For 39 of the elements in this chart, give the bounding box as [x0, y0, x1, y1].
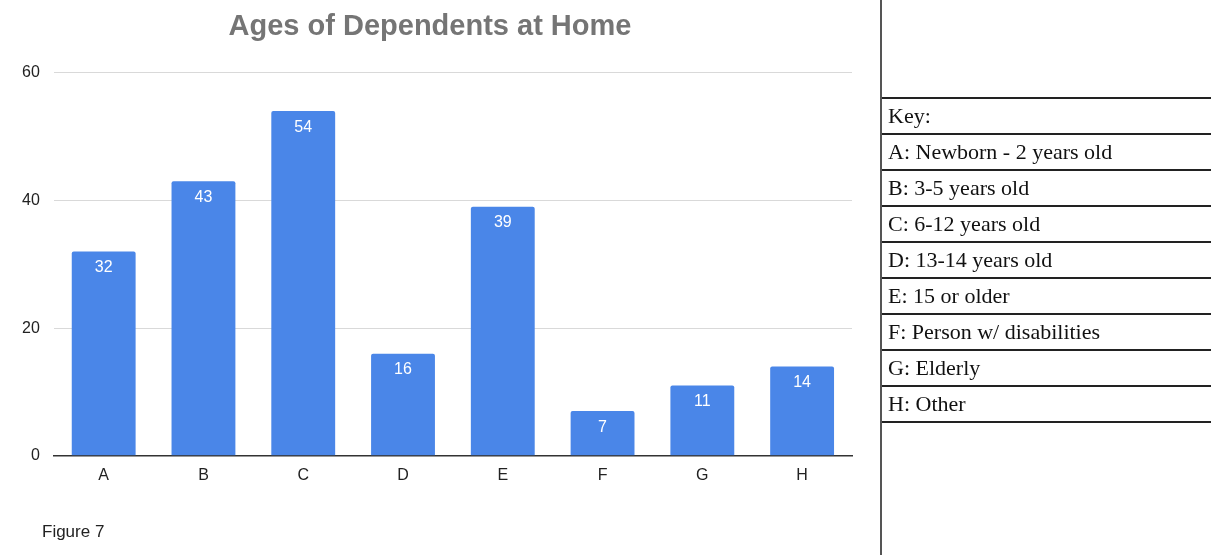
x-tick-label: F	[597, 465, 608, 483]
data-label: 43	[194, 187, 213, 205]
text: C: 6-12 years old	[882, 206, 1211, 242]
bar	[770, 366, 835, 456]
text: H: Other	[882, 386, 1211, 422]
text: A: Newborn - 2 years old	[882, 134, 1211, 170]
x-tick-label: A	[98, 465, 110, 483]
bar	[470, 206, 535, 456]
bar	[271, 111, 336, 456]
data-label: 14	[793, 372, 812, 390]
y-tick-label: 0	[30, 446, 40, 464]
chart-title: Ages of Dependents at Home	[228, 9, 632, 42]
data-label: 54	[294, 117, 313, 135]
bar	[71, 251, 136, 456]
data-label: 7	[598, 417, 608, 435]
bar	[171, 181, 236, 456]
x-tick-label: E	[497, 465, 509, 483]
x-tick-label: D	[397, 465, 409, 483]
x-tick-label: B	[198, 465, 209, 483]
text: B: 3-5 years old	[882, 170, 1211, 206]
text: F: Person w/ disabilities	[882, 314, 1211, 350]
data-label: 39	[493, 213, 512, 231]
data-label: 32	[94, 257, 113, 275]
caption: Figure 7	[42, 522, 105, 542]
text: G: Elderly	[882, 350, 1211, 386]
data-label: 16	[394, 360, 413, 378]
text: D: 13-14 years old	[882, 242, 1211, 278]
text: Key:	[882, 98, 1211, 134]
bar	[371, 353, 435, 456]
text: E: 15 or older	[882, 278, 1211, 314]
y-tick-label: 60	[22, 63, 40, 81]
data-label: 11	[694, 391, 711, 409]
x-tick-label: G	[696, 465, 709, 483]
x-tick-label: H	[796, 465, 808, 483]
y-tick-label: 40	[22, 190, 40, 208]
bar	[670, 385, 735, 456]
bar	[570, 411, 635, 456]
x-tick-label: C	[297, 465, 310, 483]
y-tick-label: 20	[22, 318, 40, 336]
